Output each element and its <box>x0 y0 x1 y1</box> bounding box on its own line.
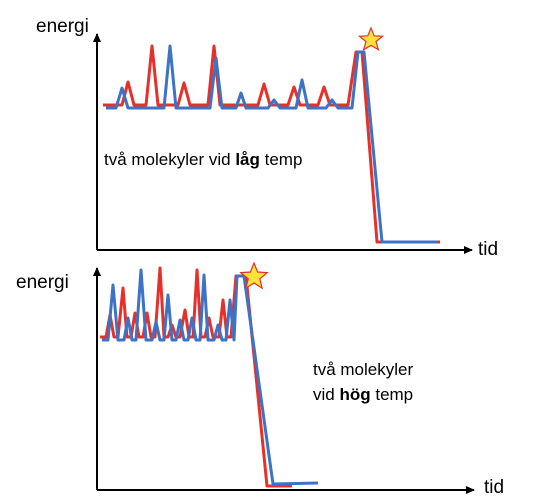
panel-1-y-axis-label: energi <box>36 16 89 37</box>
panel-2-caption-bold: hög <box>339 385 371 404</box>
panel-1-red-trace <box>103 44 440 244</box>
panel-2-x-axis-label: tid <box>484 477 505 498</box>
panel-1-blue-trace <box>106 44 438 244</box>
panel-2-caption-after: temp <box>370 385 414 404</box>
panel-2-red-trace <box>100 266 292 488</box>
panel-2-caption-before: vid <box>313 385 340 404</box>
panel-1-x-axis-label: tid <box>478 239 499 260</box>
panel-1-caption-bold: låg <box>235 150 260 169</box>
panel-1-caption-after: temp <box>259 150 303 169</box>
panel-2-caption-line-2: vid hög temp <box>313 383 413 407</box>
panel-2-caption-line-1: två molekyler <box>313 360 414 379</box>
panel-2-y-axis-label: energi <box>16 272 69 293</box>
panel-1-caption: två molekyler vid låg temp <box>104 148 302 172</box>
panel-2-blue-trace <box>102 268 319 486</box>
panel-1-star-icon <box>357 26 385 51</box>
panel-2-axes <box>93 267 475 494</box>
panel-2-star-icon <box>239 261 269 290</box>
panel-1-caption-before: två molekyler vid <box>104 150 236 169</box>
panel-1-axes <box>93 33 473 254</box>
